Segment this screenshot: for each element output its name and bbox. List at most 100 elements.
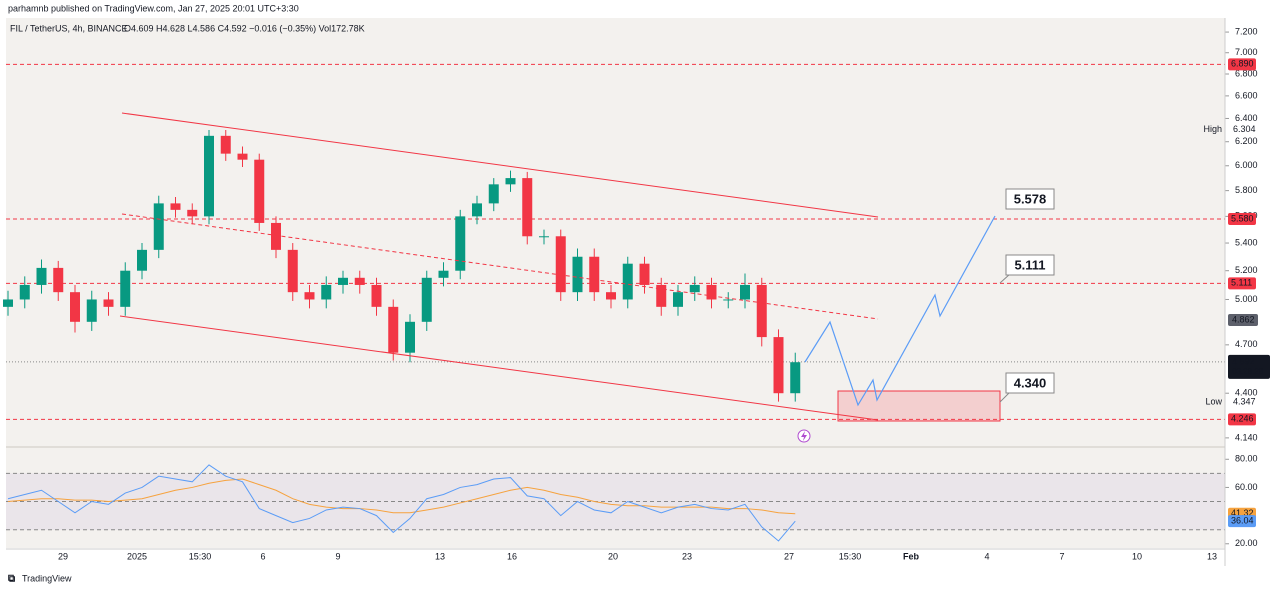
candle-body <box>120 270 131 307</box>
x-tick-label: 15:30 <box>189 551 212 561</box>
annotation-box <box>1005 372 1055 394</box>
rsi-line <box>7 478 796 515</box>
rsi-tick-label: 20.00 <box>1235 538 1258 548</box>
x-tick-label: 9 <box>335 551 340 561</box>
candle-body <box>539 236 549 238</box>
annotation: 5.111 <box>1014 257 1045 272</box>
annotation-box <box>1005 188 1055 210</box>
candle-body <box>103 299 114 307</box>
level-tag <box>1228 413 1256 426</box>
rsi-value-label: 36.04 <box>1231 516 1254 526</box>
event-icon-bolt <box>801 431 807 441</box>
x-tick-label: 7 <box>1059 551 1064 561</box>
candle-body <box>689 284 700 293</box>
candle-body <box>756 284 767 338</box>
y-tick-label: 5.800 <box>1235 185 1258 195</box>
ohlc-text: O4.609 H4.628 L4.586 C4.592 −0.016 (−0.3… <box>124 23 365 33</box>
candle-body <box>472 203 482 217</box>
candle-body <box>622 263 633 300</box>
y-tick-label: 4.140 <box>1235 432 1258 442</box>
candle-body <box>36 267 47 285</box>
channel-bottom <box>119 315 879 421</box>
candle-body <box>53 267 64 293</box>
logo: ⧉ <box>8 574 15 585</box>
x-tick-label: Feb <box>903 551 920 561</box>
candle-body <box>555 236 566 293</box>
x-tick-label: 20 <box>608 551 618 561</box>
channel-top <box>121 112 879 218</box>
level-tag-label: 5.111 <box>1231 278 1252 288</box>
symbol-title: FIL / TetherUS, 4h, BINANCE <box>10 23 128 33</box>
footer-brand: TradingView <box>22 573 72 583</box>
annotation-box <box>1005 254 1055 276</box>
candle-body <box>656 284 667 307</box>
candle-body <box>522 178 533 237</box>
x-tick-label: 13 <box>435 551 445 561</box>
y-tick-label: 6.200 <box>1235 136 1258 146</box>
y-tick-label: 7.200 <box>1235 26 1258 36</box>
candle-body <box>505 178 516 185</box>
candle-body <box>740 284 750 300</box>
candle-body <box>271 222 281 250</box>
candle-body <box>405 321 415 353</box>
rsi-tick-label: 80.00 <box>1235 454 1258 464</box>
level-tag-label: 6.890 <box>1231 59 1254 69</box>
candle-body <box>153 203 164 250</box>
x-tick-label: 2025 <box>127 551 147 561</box>
low-text: Low <box>1205 396 1222 406</box>
high-value: 6.304 <box>1233 124 1256 134</box>
candle-body <box>455 216 466 271</box>
candle-body <box>606 292 616 300</box>
x-tick-label: 15:30 <box>839 551 862 561</box>
candle-body <box>137 249 147 271</box>
connector <box>999 391 1011 403</box>
candle-body <box>304 292 315 300</box>
candle-body <box>572 256 583 293</box>
x-tick-label: 29 <box>58 551 68 561</box>
candle-body <box>170 203 181 210</box>
last-price-tag <box>1228 354 1270 379</box>
candle-body <box>204 135 214 217</box>
price-tag <box>1228 313 1258 326</box>
annotation: 4.340 <box>1014 375 1047 390</box>
candle-body <box>639 263 650 285</box>
candle-body <box>86 299 97 322</box>
candle-body <box>421 277 432 322</box>
level-tag <box>1228 58 1256 71</box>
candle-body <box>3 299 13 307</box>
x-tick-label: 23 <box>682 551 692 561</box>
x-tick-label: 27 <box>784 551 794 561</box>
y-tick-label: 6.000 <box>1235 160 1258 170</box>
candle-body <box>237 153 248 160</box>
candle-body <box>220 135 231 154</box>
rsi-tick-label: 60.00 <box>1235 482 1258 492</box>
candle-body <box>254 159 265 223</box>
low-value: 4.347 <box>1233 396 1256 406</box>
y-tick-label: 5.400 <box>1235 237 1258 247</box>
level-tag-label: 4.246 <box>1231 414 1254 424</box>
candle-body <box>287 249 298 293</box>
candle-body <box>338 277 348 285</box>
y-tick-label: 6.800 <box>1235 68 1258 78</box>
candle-body <box>438 270 449 278</box>
candle-body <box>790 362 801 394</box>
last-price-label: 4.592 <box>1232 356 1255 366</box>
level-tag <box>1228 277 1256 290</box>
level-tag-label: 5.580 <box>1231 213 1254 223</box>
candle-body <box>354 277 365 285</box>
candle-body <box>773 337 784 394</box>
candle-body <box>321 284 332 300</box>
publisher-line: parhamnb published on TradingView.com, J… <box>8 3 299 13</box>
rsi-line <box>7 464 796 542</box>
rsi-value-label: 41.32 <box>1231 508 1254 518</box>
candle-body <box>673 292 683 307</box>
x-tick-label: 10 <box>1132 551 1142 561</box>
price-tag-label: 4.862 <box>1232 314 1255 324</box>
projection-path <box>804 215 996 407</box>
y-tick-label: 6.400 <box>1235 113 1258 123</box>
candle-body <box>187 209 198 217</box>
y-tick-label: 7.000 <box>1235 47 1258 57</box>
annotation: 5.578 <box>1014 191 1047 206</box>
plot: 7.200 7.000 6.800 6.600 6.400 6.200 6.000 5.800… <box>3 18 1270 566</box>
